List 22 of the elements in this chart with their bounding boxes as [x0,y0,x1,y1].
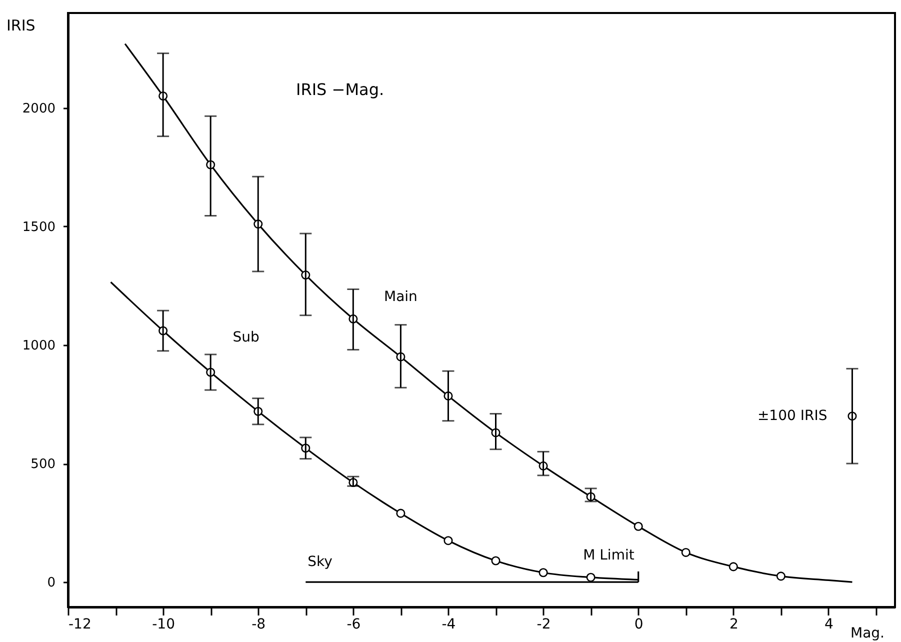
y-tick-label: 2000 [22,101,56,116]
x-tick-label: 0 [634,616,644,632]
x-tick-label: 2 [729,616,738,632]
text: IRIS −Mag. [296,80,384,99]
x-tick-label: -2 [536,616,551,632]
y-tick-label: 500 [30,457,56,472]
series-label: M Limit [583,547,635,564]
y-tick-label: 1500 [22,220,56,235]
y-tick-label: 1000 [22,338,56,354]
x-axis-title: Mag. [850,626,884,642]
x-tick-label: -6 [346,616,361,632]
x-tick-label: -4 [442,616,456,632]
x-tick-label: -8 [252,616,266,632]
text: Main [384,288,418,305]
text: Sub [232,329,260,346]
x-tick-label: 4 [824,616,834,632]
x-tick-label: -10 [152,616,175,632]
y-tick-label: 0 [47,576,56,591]
y-axis-title: IRIS [6,16,36,34]
series-label: ±100 IRIS [757,408,828,424]
series-label: Sky [308,554,332,570]
x-tick-label: -12 [68,616,92,632]
